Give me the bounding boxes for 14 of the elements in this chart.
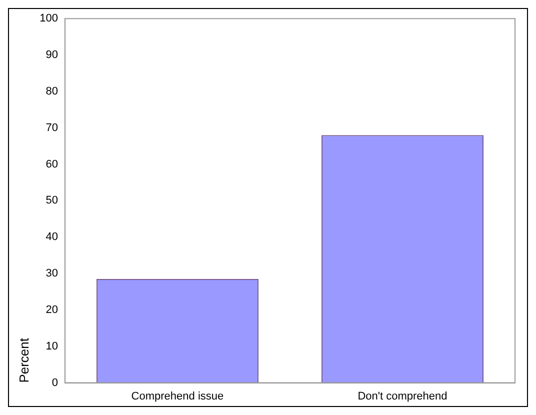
x-tick-label: Don't comprehend	[358, 390, 448, 402]
y-tick-label: 0	[52, 376, 58, 389]
y-axis-title: Percent	[16, 338, 32, 383]
y-tick-label: 60	[46, 158, 58, 170]
y-tick-label: 70	[46, 122, 58, 134]
y-tick-label: 100	[40, 12, 58, 25]
y-tick-label: 50	[46, 194, 58, 207]
y-tick-label: 40	[46, 231, 58, 244]
y-tick-label: 20	[46, 304, 58, 316]
y-tick-label: 10	[46, 340, 58, 352]
y-tick-label: 80	[46, 85, 58, 98]
y-tick-label: 30	[46, 268, 58, 280]
x-tick-label: Comprehend issue	[131, 390, 224, 402]
y-tick-label: 90	[46, 49, 58, 62]
